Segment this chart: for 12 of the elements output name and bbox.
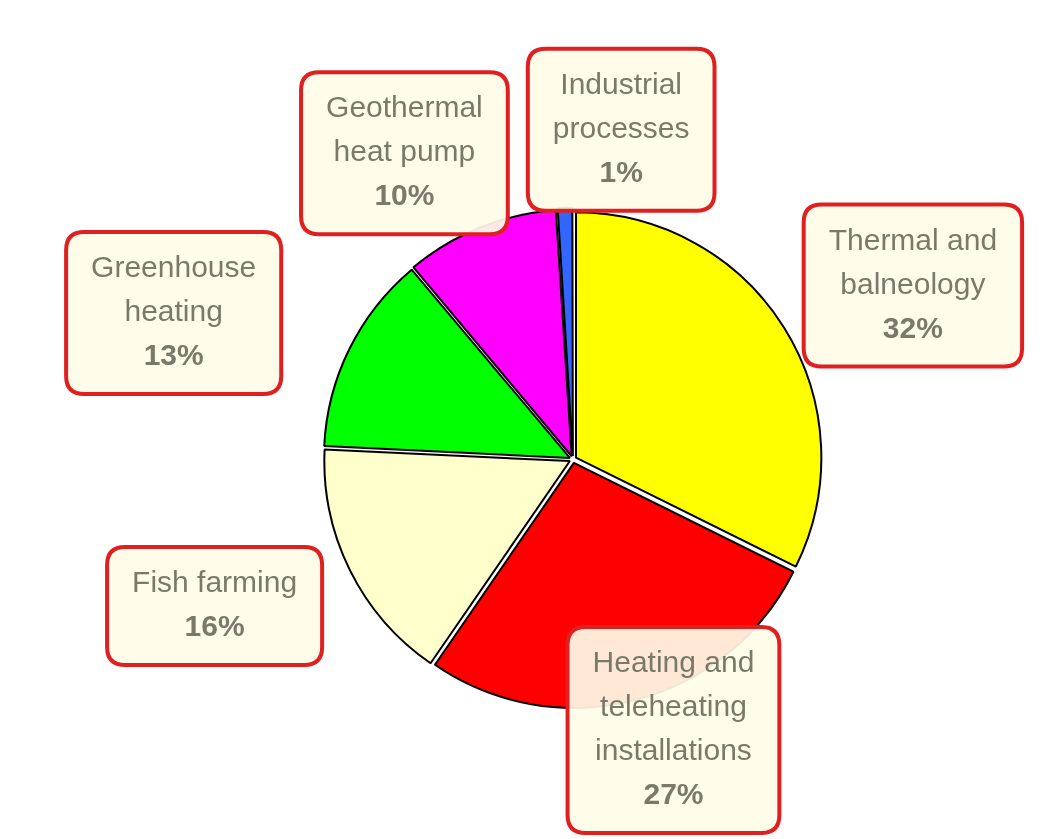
slice-label: Industrial processes xyxy=(552,66,690,144)
slice-label: Heating and teleheating installations xyxy=(592,645,755,767)
data-label: 16% xyxy=(184,609,245,643)
data-label: 1% xyxy=(599,154,643,188)
slice-label: Fish farming xyxy=(132,565,298,599)
data-label: 27% xyxy=(643,777,704,811)
data-label: 10% xyxy=(374,178,435,212)
data-label: 13% xyxy=(143,338,204,372)
slice-label: Greenhouse heating xyxy=(91,250,257,328)
slice-label: Thermal and balneology xyxy=(828,222,998,300)
slice-label: Geothermal heat pump xyxy=(326,90,483,168)
data-label: 32% xyxy=(882,310,943,344)
